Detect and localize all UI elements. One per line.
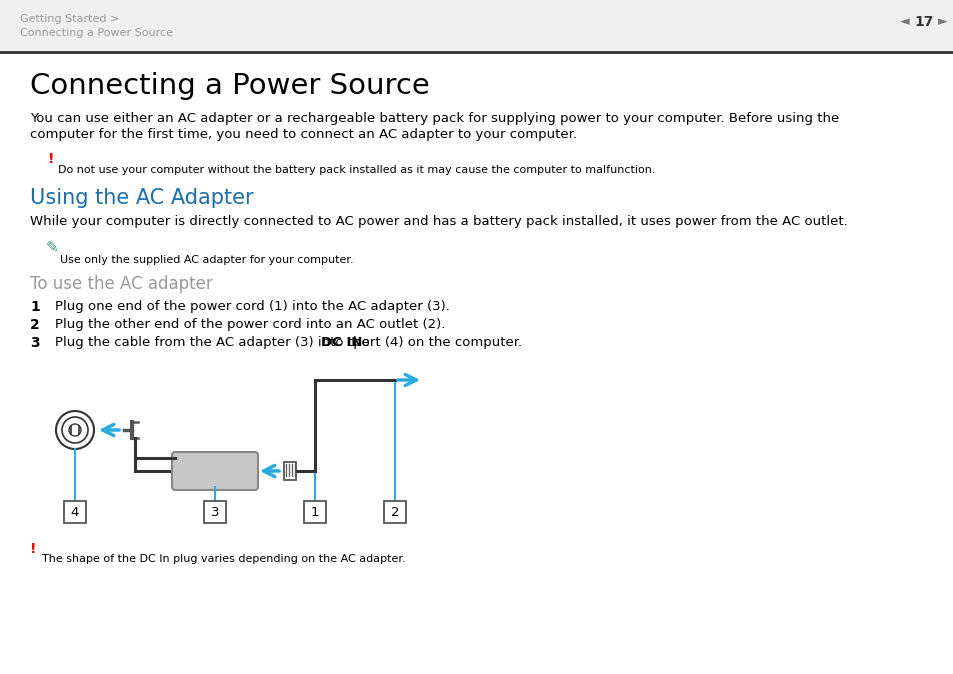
FancyBboxPatch shape <box>172 452 257 490</box>
Text: Using the AC Adapter: Using the AC Adapter <box>30 188 253 208</box>
Text: 1: 1 <box>311 506 319 520</box>
Text: 4: 4 <box>71 506 79 520</box>
Text: port (4) on the computer.: port (4) on the computer. <box>349 336 521 349</box>
Text: !: ! <box>30 542 36 556</box>
Text: 17: 17 <box>913 15 933 29</box>
Text: DC IN: DC IN <box>321 336 362 349</box>
Text: !: ! <box>48 152 54 166</box>
FancyBboxPatch shape <box>64 501 86 523</box>
FancyBboxPatch shape <box>204 501 226 523</box>
FancyBboxPatch shape <box>304 501 326 523</box>
Text: Use only the supplied AC adapter for your computer.: Use only the supplied AC adapter for you… <box>60 255 354 265</box>
Text: Plug one end of the power cord (1) into the AC adapter (3).: Plug one end of the power cord (1) into … <box>55 300 450 313</box>
Text: The shape of the DC In plug varies depending on the AC adapter.: The shape of the DC In plug varies depen… <box>42 554 405 564</box>
Text: Connecting a Power Source: Connecting a Power Source <box>20 28 172 38</box>
Text: ◄: ◄ <box>900 16 909 28</box>
Text: Connecting a Power Source: Connecting a Power Source <box>30 72 429 100</box>
Text: Getting Started >: Getting Started > <box>20 14 119 24</box>
Text: Plug the other end of the power cord into an AC outlet (2).: Plug the other end of the power cord int… <box>55 318 445 331</box>
Text: Do not use your computer without the battery pack installed as it may cause the : Do not use your computer without the bat… <box>58 165 655 175</box>
Text: 3: 3 <box>30 336 40 350</box>
FancyBboxPatch shape <box>384 501 406 523</box>
Bar <box>0 0 953 52</box>
Text: Plug the cable from the AC adapter (3) into the: Plug the cable from the AC adapter (3) i… <box>55 336 374 349</box>
Text: computer for the first time, you need to connect an AC adapter to your computer.: computer for the first time, you need to… <box>30 128 577 141</box>
Text: ✎: ✎ <box>46 240 59 255</box>
Text: 2: 2 <box>30 318 40 332</box>
Text: ►: ► <box>937 16 946 28</box>
Text: 1: 1 <box>30 300 40 314</box>
FancyBboxPatch shape <box>284 462 295 480</box>
Text: To use the AC adapter: To use the AC adapter <box>30 275 213 293</box>
Text: While your computer is directly connected to AC power and has a battery pack ins: While your computer is directly connecte… <box>30 215 847 228</box>
Text: 3: 3 <box>211 506 219 520</box>
Text: 2: 2 <box>391 506 399 520</box>
Text: You can use either an AC adapter or a rechargeable battery pack for supplying po: You can use either an AC adapter or a re… <box>30 112 839 125</box>
